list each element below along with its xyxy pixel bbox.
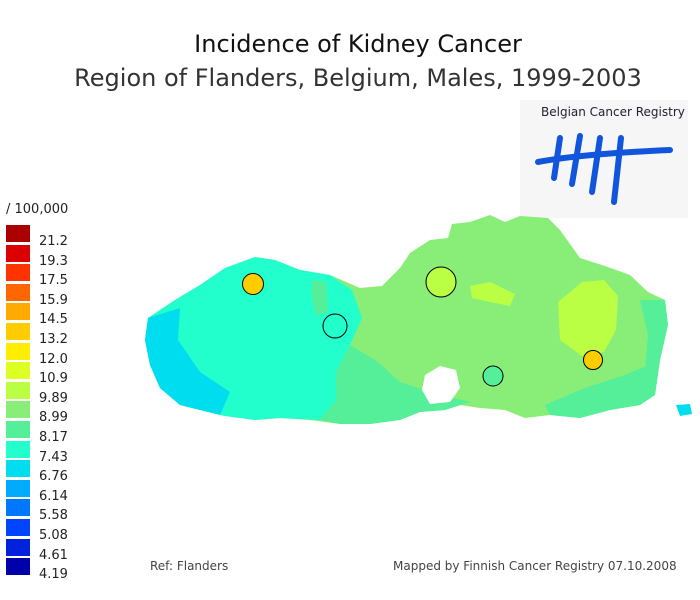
map-subtitle: Region of Flanders, Belgium, Males, 1999… (74, 64, 642, 92)
legend-swatch (6, 538, 30, 556)
map-region-coast (145, 308, 230, 415)
reference-text: Ref: Flanders (150, 559, 229, 573)
map-region-enclave (676, 404, 692, 416)
legend-swatch (6, 362, 30, 380)
map-title: Incidence of Kidney Cancer (194, 30, 522, 58)
legend-value: 8.17 (39, 429, 68, 445)
map-region-small (312, 280, 328, 316)
legend-value: 4.19 (39, 567, 68, 583)
tally-marks-icon (535, 133, 673, 205)
legend-value: 13.2 (39, 331, 68, 347)
credit-text: Mapped by Finnish Cancer Registry 07.10.… (393, 559, 677, 573)
legend-value: 14.5 (39, 312, 68, 328)
circle-west-center (322, 313, 348, 339)
map-region-center-south (320, 345, 470, 424)
legend-value: 6.76 (39, 469, 68, 485)
legend-value: 17.5 (39, 273, 68, 289)
legend-swatch (6, 518, 30, 536)
map-region-east-edge (640, 300, 668, 370)
circle-north (425, 266, 457, 298)
legend-unit: / 100,000 (6, 202, 69, 217)
legend-swatch (6, 283, 30, 301)
legend-swatch (6, 499, 30, 517)
legend-value: 9.89 (39, 390, 68, 406)
circle-east (583, 350, 603, 370)
map-region-east-south (545, 360, 660, 418)
legend-value: 8.99 (39, 410, 68, 426)
legend-swatch (6, 460, 30, 478)
legend-swatch (6, 401, 30, 419)
legend-value: 5.08 (39, 527, 68, 543)
legend-value: 15.9 (39, 292, 68, 308)
legend-swatch (6, 479, 30, 497)
legend-swatch (6, 322, 30, 340)
legend-value: 4.61 (39, 547, 68, 563)
circle-center (482, 365, 504, 387)
legend-swatch (6, 303, 30, 321)
legend-value: 12.0 (39, 351, 68, 367)
logo-text: Belgian Cancer Registry (541, 105, 685, 119)
legend-swatch (6, 558, 30, 576)
legend-swatch (6, 440, 30, 458)
legend-swatch (6, 420, 30, 438)
circle-west (242, 273, 264, 295)
legend-value: 5.58 (39, 508, 68, 524)
map-region-hole (422, 366, 460, 404)
map-region-mid-high (470, 282, 515, 306)
legend-value: 21.2 (39, 234, 68, 249)
legend-swatch (6, 342, 30, 360)
legend-value: 19.3 (39, 253, 68, 269)
belgian-cancer-registry-logo: Belgian Cancer Registry (520, 100, 688, 218)
legend-swatch (6, 244, 30, 262)
legend-swatch (6, 264, 30, 282)
legend-value: 6.14 (39, 488, 68, 504)
legend-value: 7.43 (39, 449, 68, 465)
legend-value: 10.9 (39, 371, 68, 387)
map-region-east-high (558, 280, 618, 356)
legend-swatch (6, 225, 30, 242)
legend-swatch (6, 381, 30, 399)
